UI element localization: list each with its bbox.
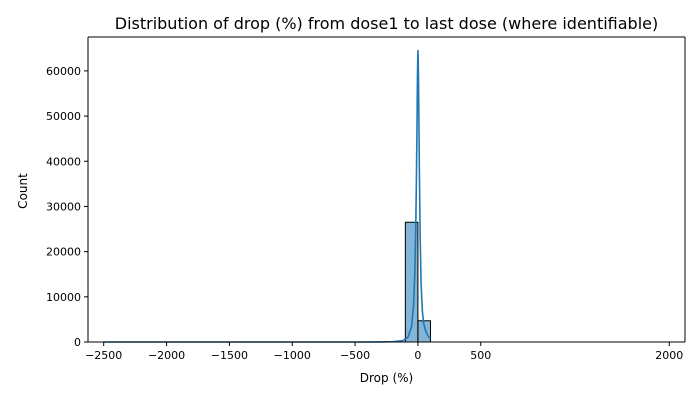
x-tick-label-2: −1500	[211, 349, 248, 362]
x-tick-label-0: −2500	[85, 349, 122, 362]
x-tick-label-4: −500	[340, 349, 370, 362]
y-tick-label-3: 30000	[46, 200, 81, 213]
y-tick-label-5: 50000	[46, 110, 81, 123]
y-tick-label-6: 60000	[46, 65, 81, 78]
y-tick-label-1: 10000	[46, 291, 81, 304]
x-tick-label-1: −2000	[148, 349, 185, 362]
kde-line	[103, 49, 431, 343]
x-axis-label: Drop (%)	[360, 371, 413, 385]
x-tick-label-5: 0	[414, 349, 421, 362]
x-tick-label-7: 2000	[655, 349, 683, 362]
chart-title: Distribution of drop (%) from dose1 to l…	[115, 14, 658, 33]
y-axis-label: Count	[16, 173, 30, 209]
y-tick-label-0: 0	[74, 336, 81, 349]
y-tick-label-4: 40000	[46, 155, 81, 168]
x-tick-label-6: 500	[470, 349, 491, 362]
plot-area: −2500 −2000 −1500 −1000 −500 0 500 200001000020…	[46, 36, 686, 362]
y-tick-label-2: 20000	[46, 246, 81, 259]
x-tick-label-3: −1000	[274, 349, 311, 362]
